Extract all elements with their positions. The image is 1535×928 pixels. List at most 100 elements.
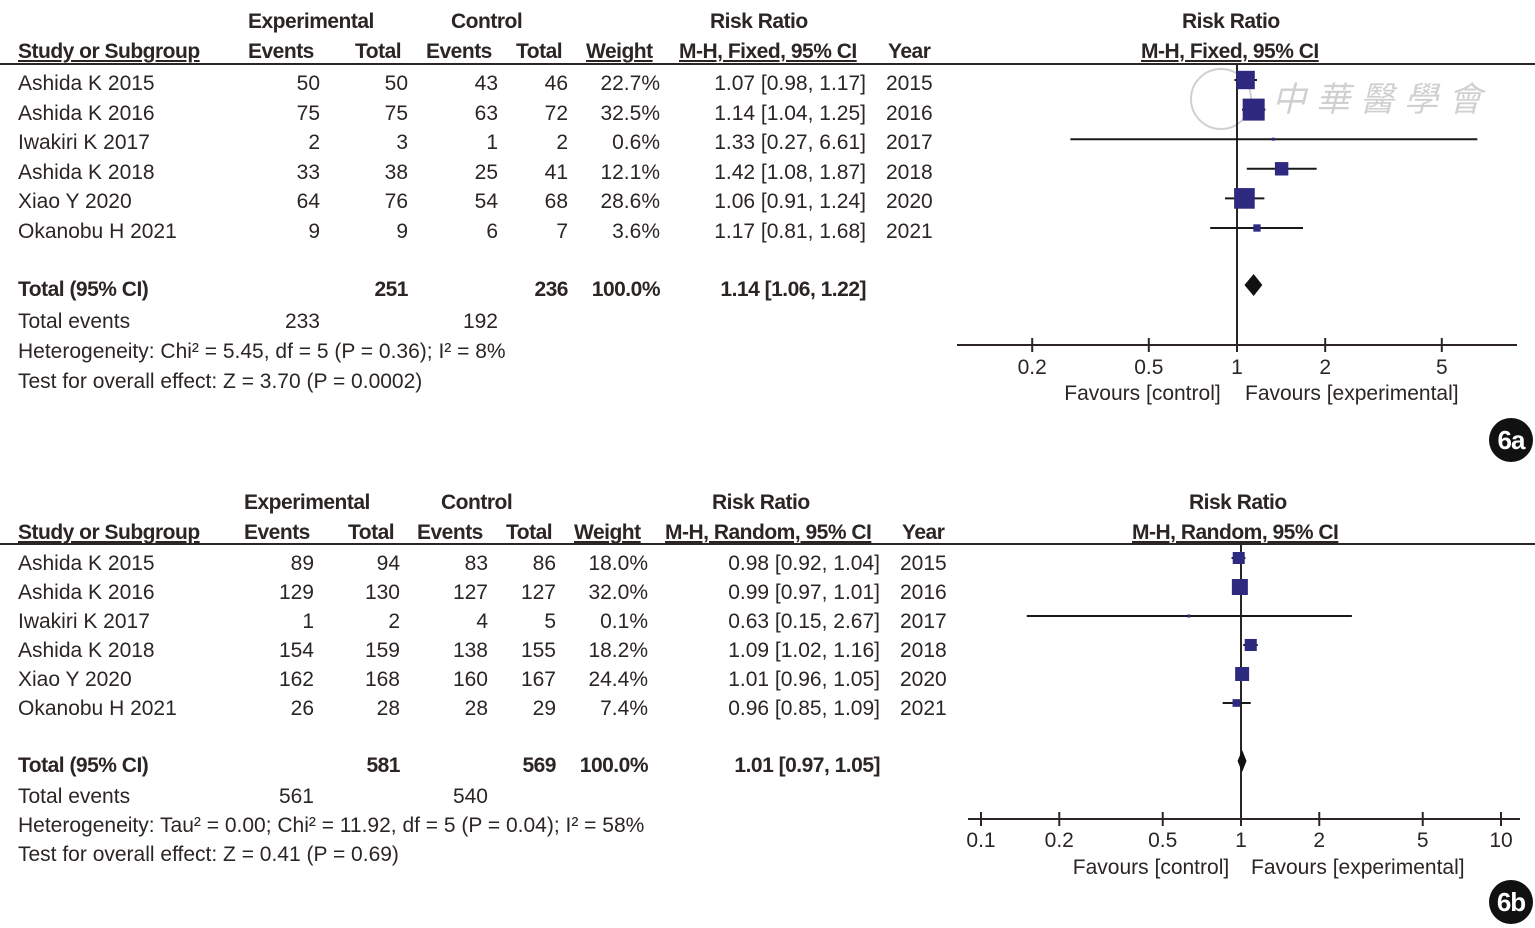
header-study: Study or Subgroup <box>18 40 200 63</box>
cell-exp-total: 3 <box>396 131 408 155</box>
cell-year: 2016 <box>900 581 947 604</box>
cell-name: Xiao Y 2020 <box>18 190 132 214</box>
header-exp-events: Events <box>244 521 310 544</box>
header-effect-group: Risk Ratio <box>710 10 808 33</box>
plot-method: M-H, Random, 95% CI <box>1132 521 1339 544</box>
x-tick-label: 10 <box>1489 829 1512 852</box>
cell-ctl-events: 6 <box>486 220 498 243</box>
cell-exp-total: 94 <box>376 552 400 575</box>
cell-exp-total: 159 <box>364 639 400 662</box>
cell-year: 2015 <box>886 72 933 95</box>
header-exp-total: Total <box>348 521 395 544</box>
cell-ctl-total: 2 <box>556 131 568 155</box>
study-marker <box>1232 699 1241 707</box>
cell-exp-events: 129 <box>278 581 314 604</box>
forest-plot-a: 0.2 0.5 1 2 5 <box>957 63 1517 379</box>
header-group-control: Control <box>441 491 513 514</box>
header-group-experimental: Experimental <box>244 491 370 514</box>
cell-ci-text: 1.01 [0.96, 1.05] <box>728 668 880 691</box>
total-events-ctl: 540 <box>452 785 488 808</box>
x-tick-label: 0.1 <box>966 829 995 852</box>
header-ctl-total: Total <box>506 521 553 544</box>
x-tick-label: 1 <box>1231 356 1243 379</box>
cell-ctl-events: 28 <box>464 697 488 720</box>
cell-year: 2018 <box>886 160 933 184</box>
cell-ci-text: 0.96 [0.85, 1.09] <box>728 697 880 720</box>
cell-weight: 3.6% <box>612 220 660 243</box>
cell-exp-total: 168 <box>364 668 400 691</box>
cell-name: Okanobu H 2021 <box>18 220 177 243</box>
cell-ctl-total: 41 <box>544 160 568 184</box>
cell-ctl-total: 7 <box>556 220 568 243</box>
cell-ci-text: 0.63 [0.15, 2.67] <box>728 610 880 633</box>
cell-ci-text: 1.33 [0.27, 6.61] <box>714 131 866 155</box>
header-exp-total: Total <box>355 40 402 63</box>
header-group-control: Control <box>451 10 523 33</box>
header-effect-group: Risk Ratio <box>712 491 810 514</box>
header-ctl-events: Events <box>426 40 492 63</box>
header-effect-method: M-H, Fixed, 95% CI <box>679 40 857 63</box>
cell-ctl-events: 83 <box>464 552 488 575</box>
cell-exp-total: 9 <box>396 220 408 243</box>
cell-exp-events: 33 <box>296 160 320 184</box>
cell-exp-total: 130 <box>364 581 400 604</box>
cell-weight: 32.5% <box>600 101 660 125</box>
cell-weight: 0.6% <box>612 131 660 155</box>
cell-year: 2020 <box>886 190 933 214</box>
total-events-exp: 233 <box>284 310 320 333</box>
cell-ctl-events: 63 <box>474 101 498 125</box>
study-marker <box>1187 614 1191 618</box>
study-marker <box>1244 638 1257 652</box>
cell-ci-text: 0.98 [0.92, 1.04] <box>728 552 880 575</box>
total-events-label: Total events <box>18 785 131 808</box>
total-ci: 1.01 [0.97, 1.05] <box>734 754 880 777</box>
study-marker <box>1242 98 1265 121</box>
x-tick-label: 2 <box>1319 356 1331 379</box>
panel-label-badge: 6b <box>1489 880 1533 924</box>
cell-ctl-total: 72 <box>544 101 568 125</box>
forest-plot-panel-b: Experimental Control Risk Ratio Risk Rat… <box>0 480 1535 928</box>
cell-ctl-total: 86 <box>532 552 556 575</box>
x-tick-label: 0.5 <box>1134 356 1163 379</box>
cell-ci-text: 0.99 [0.97, 1.01] <box>728 581 880 604</box>
cell-ctl-total: 155 <box>520 639 556 662</box>
cell-year: 2018 <box>900 639 947 662</box>
header-rule <box>0 63 1535 65</box>
cell-name: Iwakiri K 2017 <box>18 610 150 633</box>
cell-exp-events: 89 <box>290 552 314 575</box>
study-marker <box>1235 667 1250 681</box>
cell-exp-events: 75 <box>296 101 320 125</box>
cell-year: 2017 <box>900 610 947 633</box>
header-group-experimental: Experimental <box>248 10 374 33</box>
cell-name: Ashida K 2016 <box>18 581 155 604</box>
total-events-label: Total events <box>18 310 131 333</box>
cell-name: Ashida K 2018 <box>18 160 155 184</box>
cell-weight: 7.4% <box>600 697 648 720</box>
cell-exp-total: 75 <box>384 101 408 125</box>
header-weight: Weight <box>586 40 653 63</box>
cell-ctl-events: 127 <box>452 581 488 604</box>
cell-name: Ashida K 2018 <box>18 639 155 662</box>
cell-exp-events: 50 <box>296 72 320 95</box>
cell-ctl-events: 1 <box>486 131 498 155</box>
cell-name: Ashida K 2015 <box>18 72 155 95</box>
watermark-text: 中華醫學會 <box>1272 80 1492 120</box>
cell-exp-events: 1 <box>302 610 314 633</box>
cell-ci-text: 1.06 [0.91, 1.24] <box>714 190 866 214</box>
study-marker <box>1271 137 1275 141</box>
cell-exp-events: 26 <box>290 697 314 720</box>
cell-exp-total: 38 <box>384 160 408 184</box>
cell-weight: 18.0% <box>588 552 648 575</box>
cell-ctl-total: 5 <box>544 610 556 633</box>
cell-name: Xiao Y 2020 <box>18 668 132 691</box>
study-marker <box>1274 162 1289 176</box>
x-tick-label: 1 <box>1235 829 1247 852</box>
header-rule <box>0 543 1535 545</box>
cell-name: Okanobu H 2021 <box>18 697 177 720</box>
pooled-diamond <box>1237 750 1247 772</box>
cell-ctl-events: 138 <box>452 639 488 662</box>
header-ctl-total: Total <box>516 40 563 63</box>
x-tick-label: 0.5 <box>1148 829 1177 852</box>
cell-ctl-total: 29 <box>532 697 556 720</box>
header-year: Year <box>902 521 945 544</box>
